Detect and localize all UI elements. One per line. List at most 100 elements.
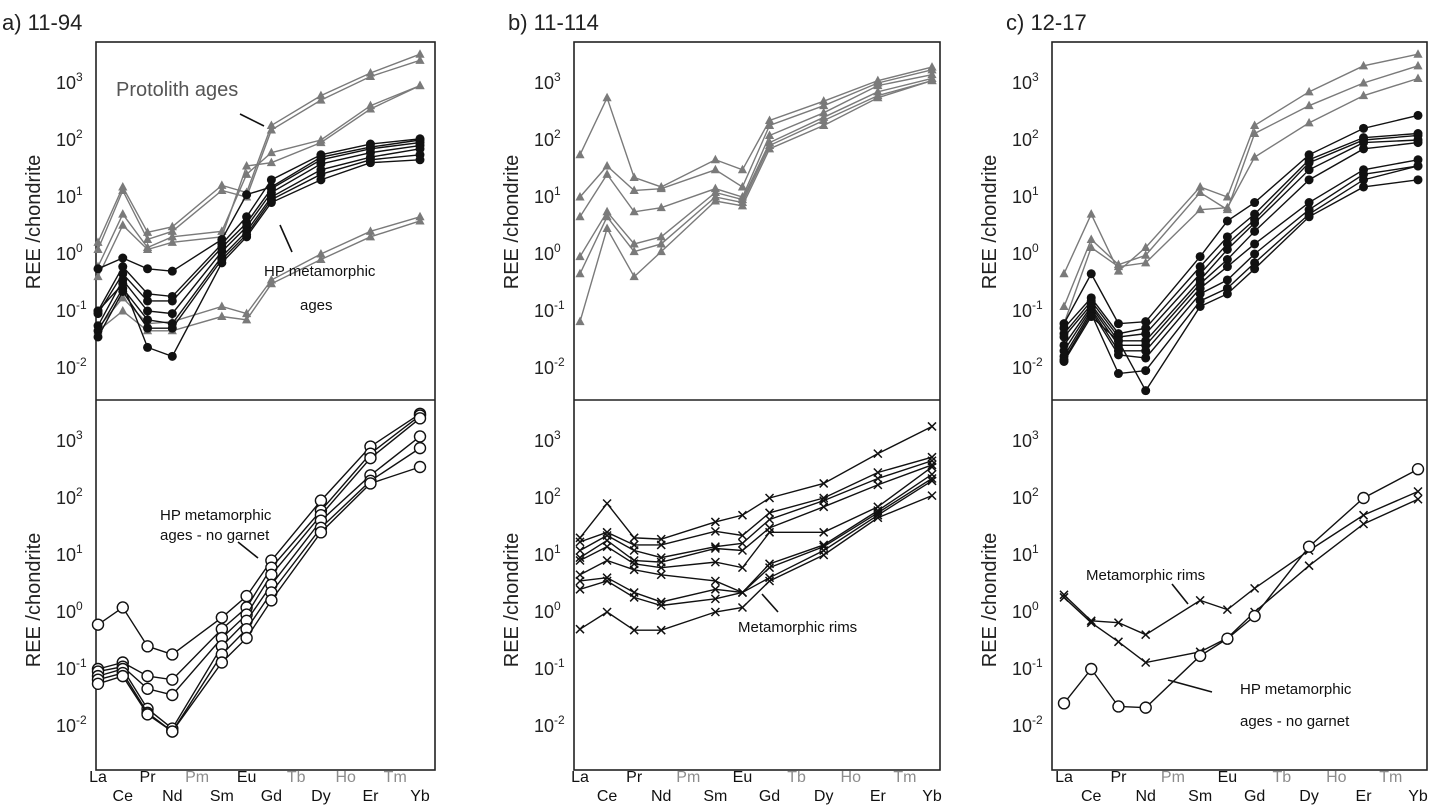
triangle-marker	[629, 172, 639, 181]
x-marker	[765, 563, 775, 573]
x-marker	[602, 573, 612, 583]
ytick-label: 103	[56, 70, 83, 93]
xtick-label: Ce	[597, 788, 618, 805]
x-marker	[656, 570, 666, 580]
ylabel-a-top: REE /chondrite	[23, 155, 45, 290]
ytick-label: 10-1	[56, 298, 87, 321]
filled-circle-marker	[1250, 249, 1260, 259]
yticks-a-top: 103 102 101 100 10-1 10-2	[56, 70, 87, 378]
series-rims	[1059, 486, 1423, 640]
filled-circle-marker	[266, 198, 276, 208]
open-circle-marker	[364, 451, 377, 465]
x-marker	[1222, 605, 1232, 615]
x-marker	[927, 476, 937, 486]
triangle-marker	[415, 55, 425, 64]
filled-circle-marker	[118, 269, 128, 279]
xtick-label: Gd	[261, 788, 282, 805]
triangle-marker	[656, 231, 666, 241]
xtick-label: Tb	[787, 769, 806, 786]
xtick-label: Yb	[410, 788, 430, 805]
triangle-marker	[1141, 250, 1151, 259]
filled-circle-marker	[118, 279, 128, 289]
x-marker	[602, 607, 612, 617]
triangle-marker	[316, 137, 326, 147]
series-rims	[575, 460, 937, 567]
x-marker	[927, 460, 937, 470]
open-circle-marker	[413, 430, 427, 443]
series-line	[97, 138, 421, 312]
open-circle-marker	[240, 589, 253, 603]
ylabel-b-top: REE /chondrite	[501, 155, 523, 290]
open-circle-marker	[1057, 697, 1071, 710]
filled-circle-marker	[1141, 366, 1151, 376]
open-circle-marker	[314, 526, 328, 539]
yticks-c-top: 103 102 101 100 10-1 10-2	[1012, 70, 1043, 378]
series-line	[97, 139, 421, 272]
triangle-marker	[710, 187, 720, 196]
triangle-marker	[1413, 49, 1423, 58]
triangle-marker	[167, 221, 177, 231]
triangle-marker	[656, 246, 666, 256]
triangle-marker	[575, 268, 585, 278]
series-protolith	[1059, 60, 1423, 310]
triangle-marker	[316, 95, 326, 104]
series-line	[579, 494, 933, 631]
triangle-marker	[1059, 268, 1069, 278]
open-circle-marker	[413, 460, 427, 474]
filled-circle-marker	[316, 175, 326, 185]
panel-title-b: b) 11-114	[508, 10, 599, 35]
filled-circle-marker	[118, 262, 128, 272]
series-line	[97, 148, 421, 332]
open-circle-marker	[141, 708, 154, 721]
series-line	[579, 477, 933, 603]
series-line	[579, 79, 933, 275]
triangle-marker	[415, 215, 425, 225]
ytick-label: 10-1	[56, 656, 87, 679]
annotation-metamorphic-rims-c: Metamorphic rims	[1086, 567, 1205, 584]
ylabel-c-bottom: REE /chondrite	[979, 533, 1001, 668]
open-circle-marker	[1411, 463, 1425, 476]
triangle-marker	[118, 209, 128, 218]
x-marker	[710, 607, 720, 617]
series-line	[1063, 134, 1419, 338]
ytick-label: 102	[1012, 127, 1039, 150]
filled-circle-marker	[1195, 301, 1205, 311]
filled-circle-marker	[1304, 175, 1314, 185]
triangle-marker	[217, 311, 227, 321]
filled-circle-marker	[1059, 332, 1069, 342]
series-hp	[1059, 135, 1423, 346]
ytick-label: 100	[1012, 599, 1039, 622]
filled-circle-marker	[1359, 123, 1369, 133]
frame-b	[573, 41, 941, 771]
series-line	[97, 417, 421, 696]
filled-circle-marker	[1413, 155, 1423, 165]
x-marker	[819, 502, 829, 512]
xtick-label: La	[1055, 769, 1073, 786]
triangle-marker	[118, 306, 128, 315]
series-line	[1063, 490, 1419, 636]
triangle-marker	[710, 196, 720, 205]
open-circle-marker	[166, 648, 179, 661]
series-rims	[575, 473, 937, 607]
ytick-label: 100	[56, 241, 83, 264]
xtick-label: Yb	[922, 788, 942, 805]
ytick-label: 10-2	[56, 355, 87, 378]
filled-circle-marker	[1304, 198, 1314, 208]
triangle-marker	[575, 192, 585, 201]
ytick-label: 10-1	[1012, 656, 1043, 679]
triangle-marker	[927, 64, 937, 74]
filled-circle-marker	[1141, 317, 1151, 327]
open-circle-marker	[116, 601, 129, 614]
triangle-marker	[602, 223, 612, 233]
filled-circle-marker	[143, 306, 153, 316]
triangle-marker	[1413, 73, 1423, 82]
triangle-marker	[365, 71, 376, 81]
open-circle-marker	[166, 673, 179, 686]
triangle-marker	[217, 301, 227, 310]
series-line	[1063, 179, 1419, 393]
x-marker	[765, 527, 775, 537]
x-marker	[737, 510, 747, 520]
x-marker	[656, 540, 666, 550]
triangle-marker	[1358, 90, 1369, 100]
series-line	[579, 466, 933, 569]
